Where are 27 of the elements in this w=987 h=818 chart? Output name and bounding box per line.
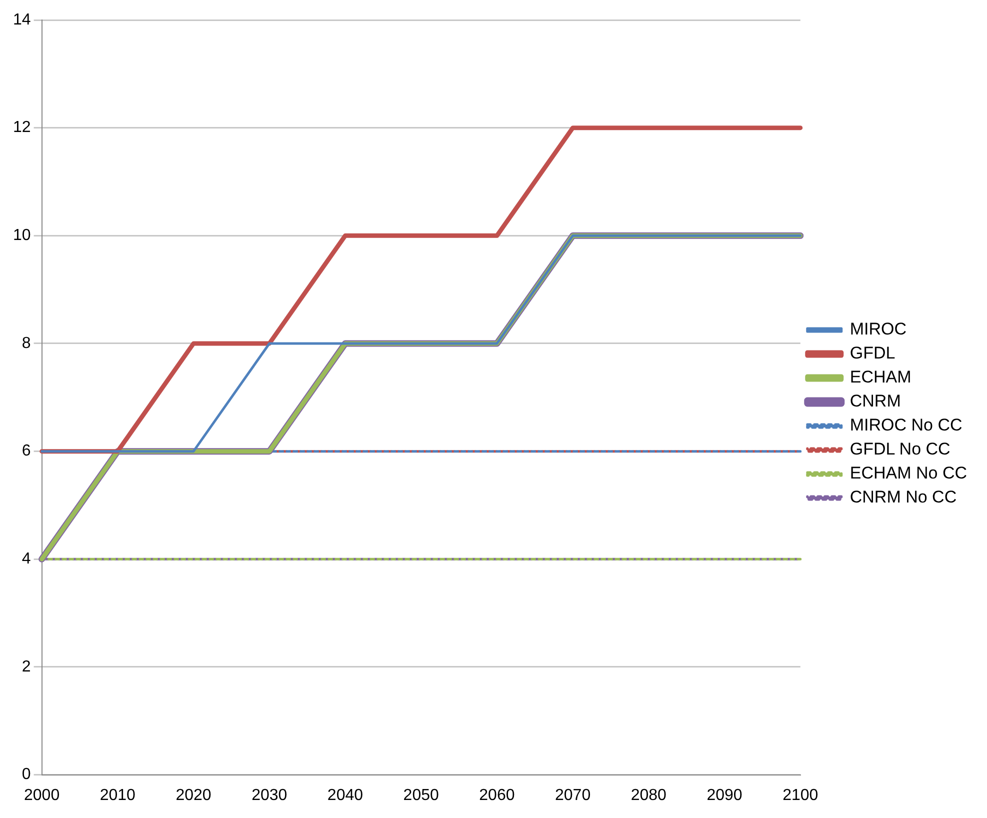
y-tick-label: 12 bbox=[13, 119, 31, 136]
y-tick-label: 10 bbox=[13, 227, 31, 244]
x-tick-label: 2070 bbox=[555, 786, 591, 804]
x-tick-label: 2100 bbox=[782, 786, 818, 804]
y-tick-label: 4 bbox=[22, 550, 31, 568]
legend-label: ECHAM bbox=[850, 368, 912, 387]
legend-label: GFDL bbox=[850, 344, 896, 363]
y-tick-label: 14 bbox=[13, 11, 31, 28]
legend-label: CNRM No CC bbox=[850, 488, 957, 507]
x-tick-label: 2010 bbox=[100, 786, 136, 804]
x-tick-label: 2040 bbox=[327, 786, 364, 804]
x-tick-label: 2020 bbox=[176, 786, 212, 804]
x-tick-label: 2060 bbox=[479, 786, 515, 804]
y-tick-label: 2 bbox=[22, 658, 31, 676]
legend-label: ECHAM No CC bbox=[850, 464, 967, 483]
legend-label: GFDL No CC bbox=[850, 440, 950, 459]
x-tick-label: 2000 bbox=[24, 786, 60, 804]
legend-label: CNRM bbox=[850, 392, 901, 411]
x-tick-label: 2090 bbox=[706, 786, 742, 804]
legend-label: MIROC bbox=[850, 320, 907, 339]
legend-label: MIROC No CC bbox=[850, 416, 962, 435]
x-tick-label: 2030 bbox=[252, 786, 288, 804]
x-tick-label: 2080 bbox=[630, 786, 667, 804]
y-tick-label: 0 bbox=[22, 766, 31, 784]
y-tick-label: 6 bbox=[22, 442, 31, 460]
x-tick-label: 2050 bbox=[403, 786, 439, 804]
y-tick-label: 8 bbox=[22, 334, 31, 352]
